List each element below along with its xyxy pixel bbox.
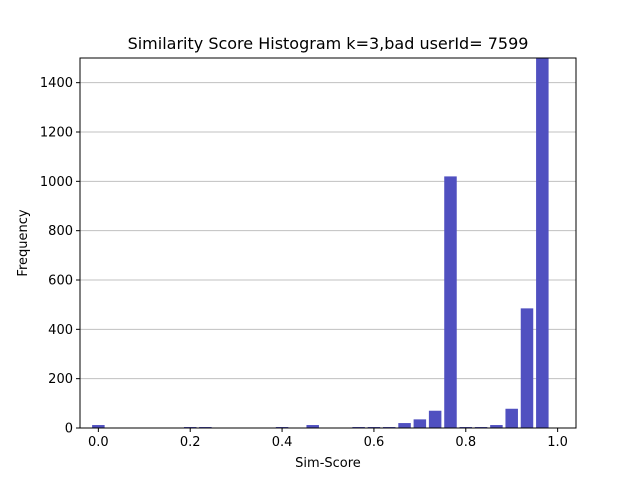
y-tick-label: 1000	[40, 175, 73, 190]
histogram-bar	[444, 176, 457, 428]
y-tick-label: 400	[48, 323, 73, 338]
histogram-bar	[413, 419, 427, 428]
y-tick-label: 600	[48, 274, 73, 289]
plot-area-frame	[79, 57, 577, 429]
x-tick-label: 1.0	[547, 435, 568, 450]
x-axis-label: Sim-Score	[295, 456, 361, 471]
y-axis-label: Frequency	[16, 209, 31, 276]
y-tick-label: 200	[48, 372, 73, 387]
histogram-bar	[490, 425, 503, 428]
gridlines	[80, 82, 576, 380]
axis-ticks: 0 200 400 600 800 1000 1200 1400 0.0 0.2 0.4 0.6 0.8…	[40, 76, 568, 450]
histogram-bar	[428, 410, 442, 428]
x-tick-label: 0.2	[180, 435, 201, 450]
histogram-bar	[92, 425, 105, 428]
chart-title: Similarity Score Histogram k=3,bad userI…	[128, 34, 529, 53]
x-tick-label: 0.4	[272, 435, 293, 450]
y-tick-label: 0	[65, 422, 73, 437]
y-tick-label: 1400	[40, 76, 73, 91]
histogram-bar	[505, 408, 518, 428]
x-tick-label: 0.0	[88, 435, 109, 450]
histogram-bar	[536, 58, 549, 428]
histogram-bar	[520, 308, 534, 428]
x-tick-label: 0.8	[455, 435, 476, 450]
histogram-bar	[398, 423, 411, 428]
x-tick-label: 0.6	[364, 435, 385, 450]
histogram-bar	[306, 425, 319, 428]
y-tick-label: 1200	[40, 126, 73, 141]
y-tick-label: 800	[48, 224, 73, 239]
